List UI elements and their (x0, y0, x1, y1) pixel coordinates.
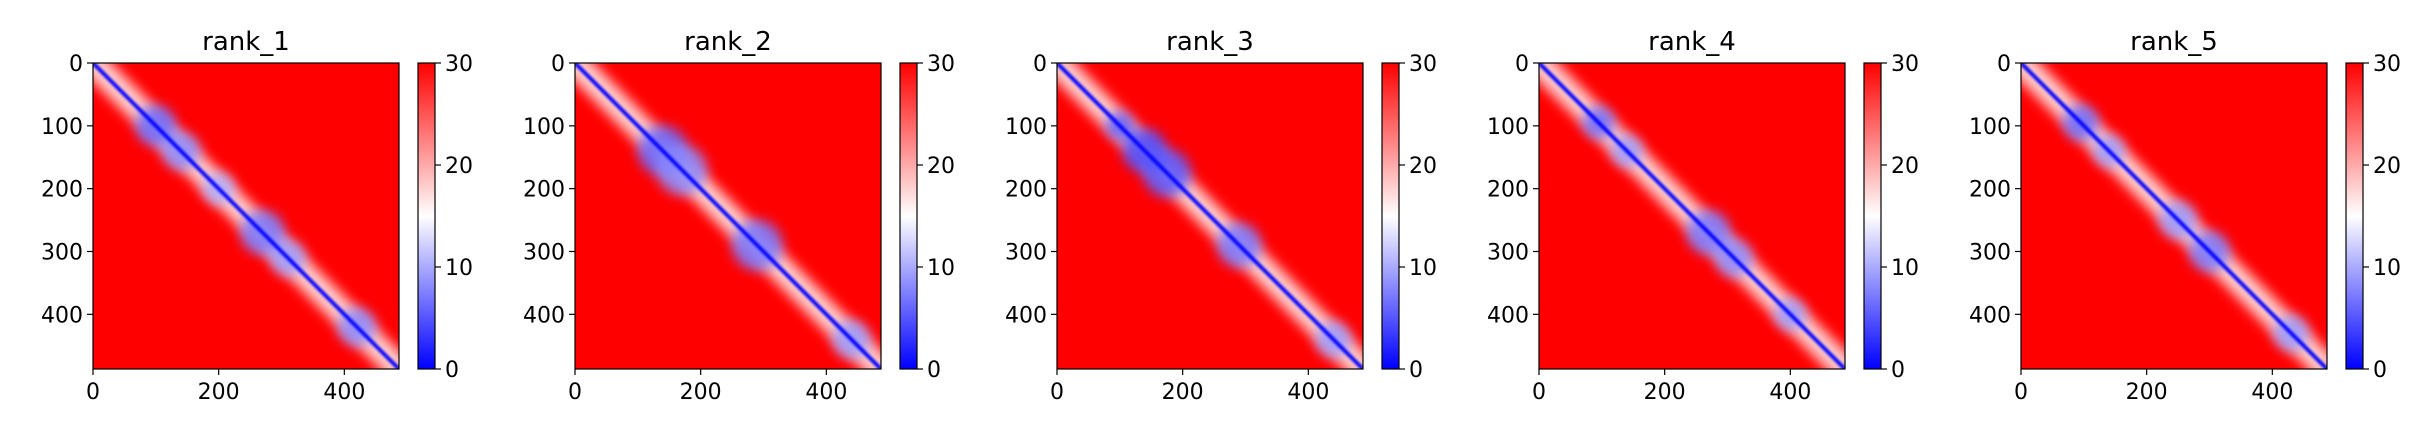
y-tick-label: 200 (1005, 178, 1047, 203)
y-tick-label: 0 (551, 52, 565, 77)
y-tick-label: 300 (1005, 241, 1047, 266)
axes-frame (1056, 62, 1364, 370)
y-tick-label: 200 (1969, 178, 2011, 203)
x-tick-label: 0 (2014, 380, 2028, 405)
y-tick-label: 200 (41, 178, 83, 203)
colorbar: 0 10 20 30 (2345, 52, 2401, 383)
x-tick-label: 400 (2251, 380, 2293, 405)
axes-frame (574, 62, 882, 370)
colorbar-tick-label: 30 (445, 52, 473, 77)
y-tick-label: 400 (41, 303, 83, 328)
colorbar-tick-label: 30 (1891, 52, 1919, 77)
colorbar-tick-label: 10 (1891, 256, 1919, 281)
colorbar-tick-label: 10 (2373, 256, 2401, 281)
colorbar-tick-label: 20 (927, 154, 955, 179)
colorbar-tick-label: 30 (2373, 52, 2401, 77)
colorbar-tick-label: 0 (2373, 358, 2387, 383)
diagonal-line (1539, 63, 1845, 369)
diagonal-line (2021, 63, 2327, 369)
subplot-title: rank_2 (684, 27, 772, 57)
y-tick-label: 0 (69, 52, 83, 77)
subplot-rank_4: rank_4 0 200 400 0 100 200 300 400 0 10 20 30 (1487, 27, 1919, 405)
y-tick-label: 400 (1969, 303, 2011, 328)
subplot-rank_2: rank_2 0 200 400 0 100 200 300 400 0 10 20 30 (523, 27, 955, 405)
colorbar-tick-label: 20 (1409, 154, 1437, 179)
heatmap (2021, 63, 2327, 369)
x-tick-label: 400 (1287, 380, 1329, 405)
x-tick-label: 400 (323, 380, 365, 405)
colorbar-gradient (1381, 62, 1400, 370)
x-tick-label: 200 (1162, 380, 1204, 405)
axes-frame (1538, 62, 1846, 370)
subplot-title: rank_3 (1166, 27, 1254, 57)
x-tick-label: 0 (86, 380, 100, 405)
y-tick-label: 200 (523, 178, 565, 203)
y-tick-label: 0 (1033, 52, 1047, 77)
colorbar-tick-label: 10 (1409, 256, 1437, 281)
y-tick-label: 100 (1487, 115, 1529, 140)
colorbar-tick-label: 20 (1891, 154, 1919, 179)
x-tick-label: 0 (1532, 380, 1546, 405)
colorbar-tick-label: 10 (927, 256, 955, 281)
diagonal-line (575, 63, 881, 369)
colorbar-tick-label: 30 (1409, 52, 1437, 77)
y-tick-label: 300 (523, 241, 565, 266)
colorbar-gradient (899, 62, 918, 370)
subplot-title: rank_5 (2130, 27, 2218, 57)
colorbar-tick-label: 0 (927, 358, 941, 383)
x-tick-label: 200 (198, 380, 240, 405)
y-tick-label: 300 (1969, 241, 2011, 266)
y-tick-label: 100 (1969, 115, 2011, 140)
subplot-title: rank_1 (202, 27, 290, 57)
y-tick-label: 300 (1487, 241, 1529, 266)
colorbar-tick-label: 20 (2373, 154, 2401, 179)
axes-frame (2020, 62, 2328, 370)
x-tick-label: 200 (680, 380, 722, 405)
heatmap (1057, 63, 1363, 369)
colorbar-tick-label: 0 (445, 358, 459, 383)
y-tick-label: 100 (41, 115, 83, 140)
y-tick-label: 0 (1515, 52, 1529, 77)
heatmap (575, 63, 881, 369)
colorbar-tick-label: 20 (445, 154, 473, 179)
x-tick-label: 400 (805, 380, 847, 405)
heatmap (93, 63, 399, 369)
colorbar-tick-label: 10 (445, 256, 473, 281)
colorbar-tick-label: 0 (1409, 358, 1423, 383)
y-tick-label: 400 (1487, 303, 1529, 328)
x-tick-label: 200 (2126, 380, 2168, 405)
x-tick-label: 200 (1644, 380, 1686, 405)
x-tick-label: 0 (1050, 380, 1064, 405)
subplot-rank_1: rank_1 0 200 400 0 100 200 300 400 0 10 20 30 (41, 27, 473, 405)
y-tick-label: 200 (1487, 178, 1529, 203)
colorbar: 0 10 20 30 (1863, 52, 1919, 383)
colorbar-tick-label: 0 (1891, 358, 1905, 383)
colorbar-gradient (1863, 62, 1882, 370)
y-tick-label: 0 (1997, 52, 2011, 77)
heatmap (1539, 63, 1845, 369)
diagonal-line (1057, 63, 1363, 369)
colorbar: 0 10 20 30 (899, 52, 955, 383)
x-tick-label: 0 (568, 380, 582, 405)
colorbar-gradient (417, 62, 436, 370)
y-tick-label: 400 (1005, 303, 1047, 328)
colorbar-tick-label: 30 (927, 52, 955, 77)
colorbar: 0 10 20 30 (1381, 52, 1437, 383)
colorbar-gradient (2345, 62, 2364, 370)
y-tick-label: 100 (523, 115, 565, 140)
axes-frame (92, 62, 400, 370)
y-tick-label: 400 (523, 303, 565, 328)
y-tick-label: 300 (41, 241, 83, 266)
subplot-title: rank_4 (1648, 27, 1736, 57)
x-tick-label: 400 (1769, 380, 1811, 405)
colorbar: 0 10 20 30 (417, 52, 473, 383)
diagonal-line (93, 63, 399, 369)
subplot-rank_3: rank_3 0 200 400 0 100 200 300 400 0 10 20 30 (1005, 27, 1437, 405)
subplot-rank_5: rank_5 0 200 400 0 100 200 300 400 0 10 20 30 (1969, 27, 2401, 405)
y-tick-label: 100 (1005, 115, 1047, 140)
